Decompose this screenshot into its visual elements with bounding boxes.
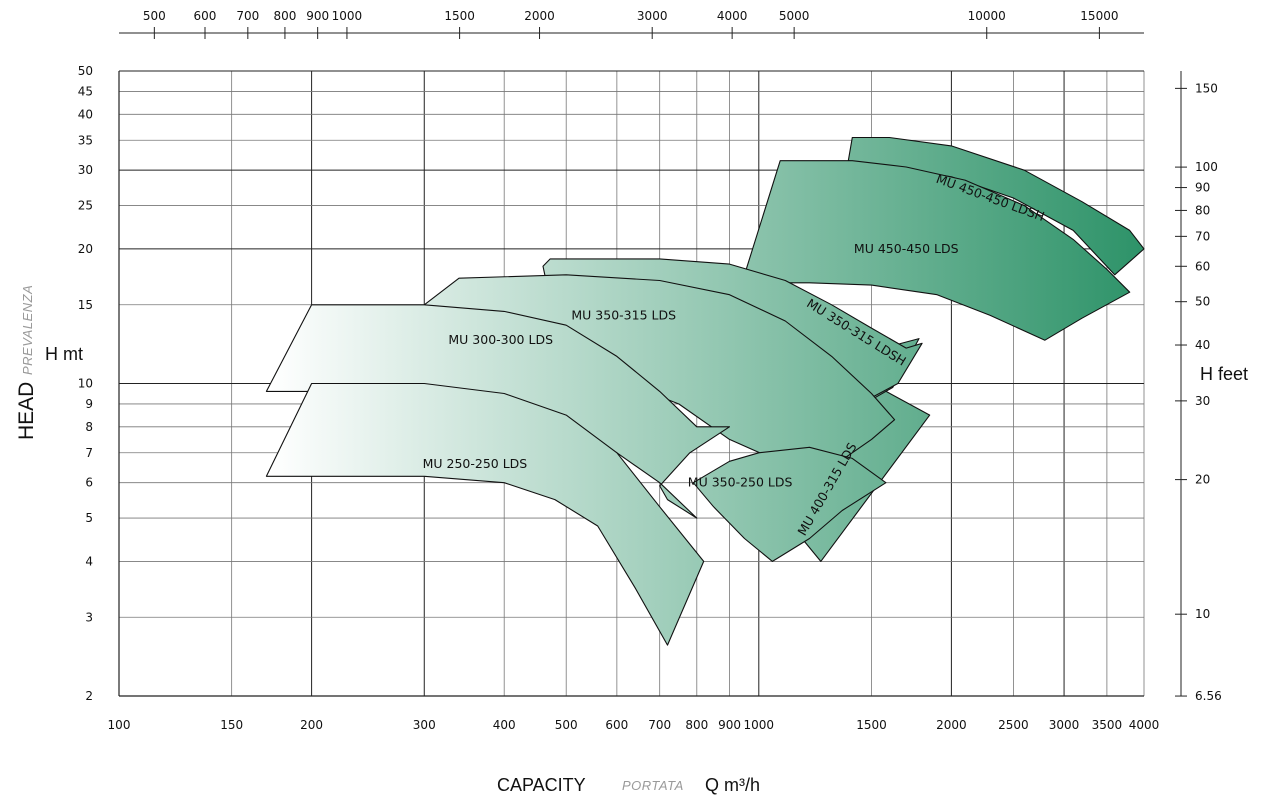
right-axis-unit: H feet bbox=[1200, 364, 1248, 384]
top-tick-label: 10000 bbox=[968, 9, 1006, 23]
y-tick-label: 20 bbox=[78, 242, 93, 256]
y-tick-label: 9 bbox=[85, 397, 93, 411]
y-tick-label: 25 bbox=[78, 199, 93, 213]
x-tick-label: 4000 bbox=[1129, 718, 1160, 732]
y-axis-title-italian: PREVALENZA bbox=[20, 285, 35, 375]
y-tick-label: 4 bbox=[85, 554, 93, 568]
top-axis: 500 600 700 800 900 1000 1500 2000 3000 4000 5000 1… bbox=[119, 9, 1144, 39]
y-tick-label: 35 bbox=[78, 133, 93, 147]
top-tick-label: 3000 bbox=[637, 9, 668, 23]
right-tick-label: 80 bbox=[1195, 203, 1210, 217]
top-tick-label: 700 bbox=[236, 9, 259, 23]
right-axis: 6.56 10 20 30 40 50 60 70 80 90 100 150 bbox=[1175, 71, 1222, 703]
x-tick-label: 1000 bbox=[744, 718, 775, 732]
x-tick-label: 900 bbox=[718, 718, 741, 732]
region-mu-250-250-lds bbox=[265, 382, 705, 646]
y-tick-label: 3 bbox=[85, 610, 93, 624]
top-tick-label: 1000 bbox=[332, 9, 363, 23]
x-tick-label: 2500 bbox=[998, 718, 1029, 732]
right-tick-label: 60 bbox=[1195, 259, 1210, 273]
top-tick-label: 2000 bbox=[524, 9, 555, 23]
y-tick-label: 8 bbox=[85, 420, 93, 434]
top-tick-label: 1500 bbox=[444, 9, 475, 23]
curve-label: MU 350-250 LDS bbox=[688, 475, 793, 490]
y-tick-label: 40 bbox=[78, 107, 93, 121]
x-axis-unit: Q m³/h bbox=[705, 775, 760, 795]
right-tick-label: 70 bbox=[1195, 229, 1210, 243]
right-tick-label: 20 bbox=[1195, 473, 1210, 487]
region-mu-350-250-lds bbox=[692, 446, 887, 562]
x-axis-title-italian: PORTATA bbox=[622, 778, 684, 793]
right-tick-label: 40 bbox=[1195, 338, 1210, 352]
y-tick-label: 45 bbox=[78, 84, 93, 98]
right-tick-label: 50 bbox=[1195, 295, 1210, 309]
right-tick-label: 10 bbox=[1195, 607, 1210, 621]
x-tick-label: 500 bbox=[555, 718, 578, 732]
right-tick-label: 100 bbox=[1195, 160, 1218, 174]
x-tick-label: 2000 bbox=[936, 718, 967, 732]
x-tick-label: 800 bbox=[685, 718, 708, 732]
y-tick-label: 5 bbox=[85, 511, 93, 525]
curve-label: MU 450-450 LDS bbox=[854, 241, 959, 256]
top-tick-label: 600 bbox=[194, 9, 217, 23]
x-tick-label: 600 bbox=[605, 718, 628, 732]
x-tick-label: 700 bbox=[648, 718, 671, 732]
y-tick-label: 50 bbox=[78, 64, 93, 78]
curve-label: MU 300-300 LDS bbox=[448, 332, 553, 347]
region-mu-450-450-lds bbox=[743, 160, 1131, 341]
top-tick-label: 800 bbox=[273, 9, 296, 23]
top-tick-label: 5000 bbox=[779, 9, 810, 23]
y-tick-label: 6 bbox=[85, 476, 93, 490]
x-tick-label: 150 bbox=[220, 718, 243, 732]
top-tick-label: 4000 bbox=[717, 9, 748, 23]
y-tick-label: 30 bbox=[78, 163, 93, 177]
x-tick-label: 200 bbox=[300, 718, 323, 732]
y-axis-unit: H mt bbox=[45, 344, 83, 364]
x-tick-label: 400 bbox=[493, 718, 516, 732]
x-axis-ticks: 100 150 200 300 400 500 600 700 800 900 1000 1500 20… bbox=[108, 718, 1160, 732]
plot-frame bbox=[118, 70, 1144, 697]
top-tick-label: 500 bbox=[143, 9, 166, 23]
curve-label: MU 250-250 LDS bbox=[423, 456, 528, 471]
y-tick-label: 2 bbox=[85, 689, 93, 703]
right-tick-label: 6.56 bbox=[1195, 689, 1222, 703]
x-tick-label: 100 bbox=[108, 718, 131, 732]
x-tick-label: 300 bbox=[413, 718, 436, 732]
x-tick-label: 3000 bbox=[1049, 718, 1080, 732]
right-tick-label: 90 bbox=[1195, 181, 1210, 195]
y-tick-label: 15 bbox=[78, 298, 93, 312]
y-tick-label: 10 bbox=[78, 377, 93, 391]
x-axis-title: CAPACITY bbox=[497, 775, 586, 795]
y-axis-title: HEAD bbox=[15, 382, 38, 440]
top-tick-label: 900 bbox=[306, 9, 329, 23]
x-tick-label: 1500 bbox=[856, 718, 887, 732]
right-tick-label: 30 bbox=[1195, 394, 1210, 408]
curve-label: MU 350-315 LDS bbox=[571, 307, 676, 322]
top-tick-label: 15000 bbox=[1080, 9, 1118, 23]
x-tick-label: 3500 bbox=[1092, 718, 1123, 732]
right-tick-label: 150 bbox=[1195, 81, 1218, 95]
y-tick-label: 7 bbox=[85, 446, 93, 460]
